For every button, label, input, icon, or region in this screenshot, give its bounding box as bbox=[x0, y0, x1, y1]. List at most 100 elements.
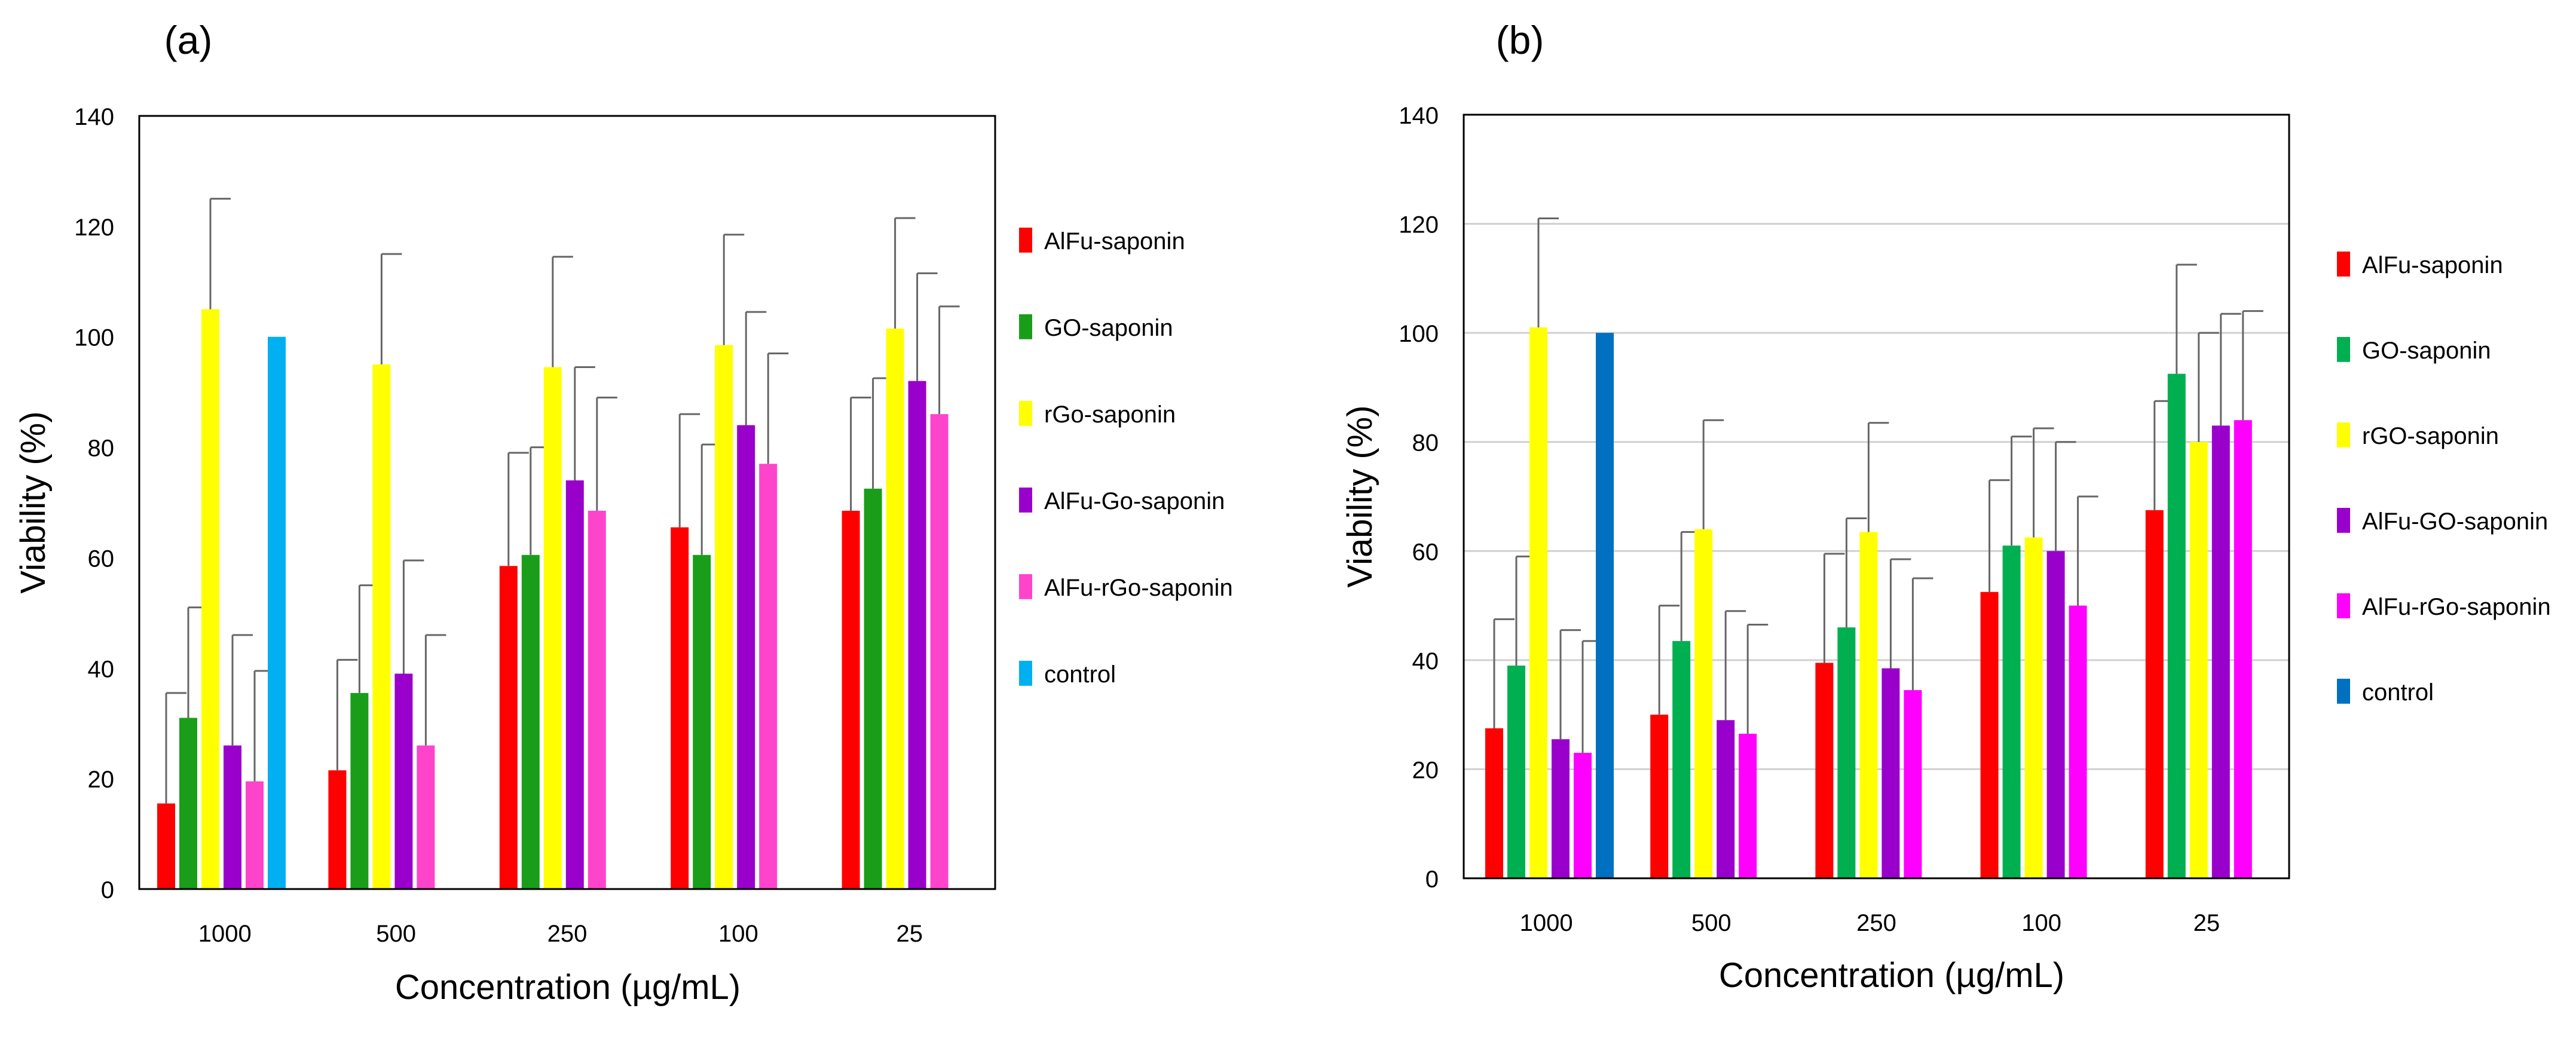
bar-alfu-rgo-saponin bbox=[1574, 753, 1592, 878]
legend-label: rGO-saponin bbox=[2362, 423, 2499, 449]
bar-go-saponin bbox=[2167, 373, 2186, 878]
y-tick-label: 80 bbox=[1412, 430, 1439, 456]
y-tick-label: 120 bbox=[1399, 212, 1439, 238]
legend-swatch bbox=[1019, 661, 1032, 686]
legend-swatch bbox=[2337, 422, 2350, 448]
y-tick-label: 0 bbox=[1425, 866, 1439, 893]
bar-alfu-go-saponin bbox=[224, 745, 241, 889]
y-tick-label: 140 bbox=[1399, 103, 1439, 129]
bar-alfu-go-saponin bbox=[565, 480, 584, 889]
plot-area-frame bbox=[138, 115, 996, 890]
bar-alfu-saponin bbox=[1980, 591, 1999, 878]
legend-swatch bbox=[1019, 314, 1032, 339]
bar-rgo-saponin bbox=[1529, 327, 1547, 878]
x-axis-label: Concentration (µg/mL) bbox=[395, 968, 741, 1007]
bar-alfu-saponin bbox=[1485, 728, 1503, 878]
bar-go-saponin bbox=[1837, 627, 1856, 878]
legend-label: control bbox=[2362, 679, 2434, 706]
bar-alfu-saponin bbox=[842, 510, 860, 889]
bar-alfu-go-saponin bbox=[2046, 551, 2065, 878]
legend-label: AlFu-rGo-saponin bbox=[2362, 594, 2551, 620]
x-axis-label: Concentration (µg/mL) bbox=[1719, 956, 2064, 995]
bar-alfu-go-saponin bbox=[394, 673, 413, 889]
bar-go-saponin bbox=[864, 488, 882, 889]
bar-control bbox=[1596, 333, 1614, 878]
legend-label: AlFu-GO-saponin bbox=[2362, 508, 2548, 535]
plot-area-frame bbox=[1463, 114, 2290, 879]
legend-swatch bbox=[2337, 508, 2350, 533]
chart-panel-a: (a) 0 20 40 60 80 100 120 140 1000 500 250 100 25 Viab… bbox=[14, 18, 1233, 1007]
bar-rgo-saponin bbox=[372, 364, 391, 889]
bar-control bbox=[268, 336, 286, 889]
bar-alfu-go-saponin bbox=[737, 425, 755, 889]
bar-alfu-rgo-saponin bbox=[759, 464, 778, 889]
legend-swatch bbox=[2337, 679, 2350, 704]
bar-alfu-saponin bbox=[499, 566, 518, 889]
bar-rgo-saponin bbox=[1694, 529, 1713, 878]
bar-rgo-saponin bbox=[715, 345, 733, 889]
y-tick-label: 40 bbox=[88, 656, 115, 682]
y-tick-label: 20 bbox=[1412, 757, 1439, 783]
x-tick-label: 100 bbox=[718, 921, 758, 947]
bar-alfu-go-saponin bbox=[1881, 668, 1900, 878]
bar-alfu-go-saponin bbox=[2211, 425, 2230, 878]
x-tick-label: 25 bbox=[897, 921, 923, 947]
bar-go-saponin bbox=[179, 718, 197, 889]
bar-alfu-rgo-saponin bbox=[2234, 420, 2252, 878]
legend-swatch bbox=[2337, 593, 2350, 618]
legend-label: AlFu-Go-saponin bbox=[1044, 488, 1225, 514]
y-tick-label: 60 bbox=[1412, 539, 1439, 565]
y-axis-label: Viability (%) bbox=[1341, 405, 1379, 587]
bar-rgo-saponin bbox=[886, 328, 904, 889]
y-tick-label: 0 bbox=[101, 877, 114, 903]
bar-alfu-rgo-saponin bbox=[2069, 605, 2087, 878]
y-tick-label: 120 bbox=[74, 214, 114, 241]
x-tick-label: 1000 bbox=[1520, 910, 1573, 936]
y-tick-label: 20 bbox=[88, 767, 115, 793]
bar-alfu-saponin bbox=[671, 527, 689, 889]
y-axis-label: Viability (%) bbox=[14, 411, 53, 593]
x-tick-label: 25 bbox=[2193, 910, 2220, 936]
bar-go-saponin bbox=[1672, 640, 1691, 878]
legend-label: AlFu-saponin bbox=[1044, 228, 1185, 255]
bar-rgo-saponin bbox=[2024, 537, 2043, 878]
x-tick-label: 500 bbox=[376, 921, 416, 947]
bar-go-saponin bbox=[693, 554, 711, 889]
bar-alfu-saponin bbox=[1650, 715, 1669, 878]
x-tick-label: 250 bbox=[547, 921, 588, 947]
legend-swatch bbox=[1019, 401, 1032, 426]
bar-go-saponin bbox=[350, 692, 369, 889]
bar-alfu-saponin bbox=[2145, 510, 2164, 878]
legend-swatch bbox=[1019, 228, 1032, 253]
legend-label: AlFu-saponin bbox=[2362, 252, 2503, 278]
x-tick-label: 1000 bbox=[198, 921, 252, 947]
bar-alfu-rgo-saponin bbox=[1904, 690, 1922, 878]
x-tick-label: 100 bbox=[2021, 910, 2061, 936]
legend-label: control bbox=[1044, 661, 1116, 688]
bar-alfu-go-saponin bbox=[908, 381, 926, 889]
bar-go-saponin bbox=[1507, 665, 1525, 878]
legend-swatch bbox=[2337, 337, 2350, 362]
legend-label: GO-saponin bbox=[2362, 338, 2491, 364]
x-tick-label: 500 bbox=[1691, 910, 1731, 936]
bar-alfu-saponin bbox=[328, 770, 347, 889]
chart-panel-b: (b) 0 20 40 60 80 100 120 140 1000 500 250 100 25 Viab… bbox=[1341, 18, 2551, 995]
bar-alfu-go-saponin bbox=[1552, 739, 1570, 878]
y-tick-label: 60 bbox=[88, 545, 115, 572]
bar-alfu-saponin bbox=[157, 803, 175, 889]
bar-rgo-saponin bbox=[201, 309, 219, 889]
y-tick-label: 140 bbox=[74, 104, 114, 130]
bar-alfu-rgo-saponin bbox=[246, 781, 264, 889]
legend-swatch bbox=[1019, 488, 1032, 513]
bar-alfu-go-saponin bbox=[1717, 720, 1735, 878]
bar-rgo-saponin bbox=[2189, 442, 2208, 878]
bar-go-saponin bbox=[521, 554, 540, 889]
y-tick-label: 40 bbox=[1412, 648, 1439, 675]
legend-swatch bbox=[1019, 574, 1032, 599]
y-tick-label: 80 bbox=[88, 436, 115, 462]
bar-go-saponin bbox=[2002, 545, 2021, 878]
legend-label: AlFu-rGo-saponin bbox=[1044, 575, 1233, 601]
x-tick-label: 250 bbox=[1856, 910, 1896, 936]
panel-label: (a) bbox=[164, 18, 213, 62]
y-tick-label: 100 bbox=[74, 325, 114, 351]
